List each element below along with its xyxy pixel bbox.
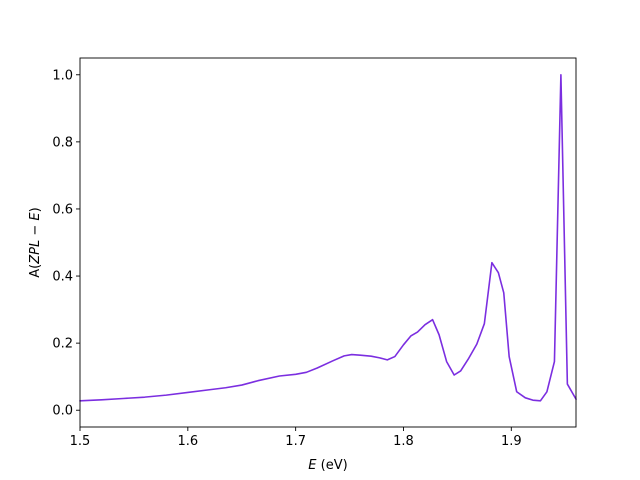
x-axis-ticks: 1.5 1.6 1.7 1.8 1.9 (70, 427, 522, 449)
y-tick-label: 0.0 (52, 404, 73, 419)
y-tick-label: 0.4 (52, 270, 73, 285)
x-tick-label: 1.9 (501, 434, 522, 449)
y-axis-label-minus: − (28, 221, 43, 240)
x-tick-label: 1.6 (177, 434, 198, 449)
y-tick-label: 0.2 (52, 337, 73, 352)
plot-background (80, 58, 576, 427)
y-tick-label: 0.6 (52, 202, 73, 217)
x-tick-label: 1.5 (70, 434, 91, 449)
y-axis-label: A(ZPL − E) (28, 207, 43, 277)
y-axis-ticks: 0.0 0.2 0.4 0.6 0.8 1.0 (52, 68, 80, 418)
y-axis-label-var: ZPL (28, 240, 43, 265)
x-tick-label: 1.8 (393, 434, 414, 449)
y-tick-label: 1.0 (52, 68, 73, 83)
x-axis-label-unit: (eV) (317, 458, 348, 473)
x-tick-label: 1.7 (285, 434, 306, 449)
y-axis-label-close: ) (28, 207, 43, 212)
y-axis-label-fn: A( (28, 264, 43, 278)
x-axis-label: E (eV) (308, 458, 347, 473)
y-tick-label: 0.8 (52, 135, 73, 150)
